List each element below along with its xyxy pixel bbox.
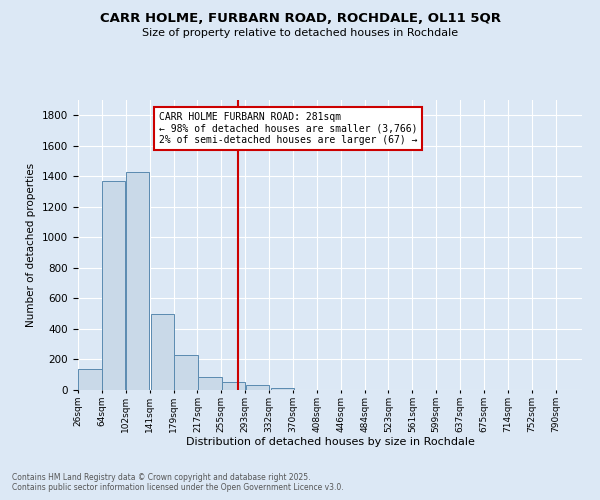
Bar [79, 368, 101, 390]
Text: CARR HOLME FURBARN ROAD: 281sqm
← 98% of detached houses are smaller (3,766)
2% : CARR HOLME FURBARN ROAD: 281sqm ← 98% of… [159, 112, 418, 146]
Bar [175, 355, 198, 390]
Bar [102, 181, 125, 390]
Bar [199, 377, 221, 390]
Text: CARR HOLME, FURBARN ROAD, ROCHDALE, OL11 5QR: CARR HOLME, FURBARN ROAD, ROCHDALE, OL11… [100, 12, 500, 26]
Y-axis label: Number of detached properties: Number of detached properties [26, 163, 37, 327]
Bar [126, 172, 149, 390]
Bar [246, 386, 269, 390]
Bar [151, 314, 174, 390]
Bar [222, 382, 245, 390]
Bar [271, 388, 294, 390]
X-axis label: Distribution of detached houses by size in Rochdale: Distribution of detached houses by size … [185, 438, 475, 448]
Text: Size of property relative to detached houses in Rochdale: Size of property relative to detached ho… [142, 28, 458, 38]
Text: Contains HM Land Registry data © Crown copyright and database right 2025.
Contai: Contains HM Land Registry data © Crown c… [12, 473, 344, 492]
